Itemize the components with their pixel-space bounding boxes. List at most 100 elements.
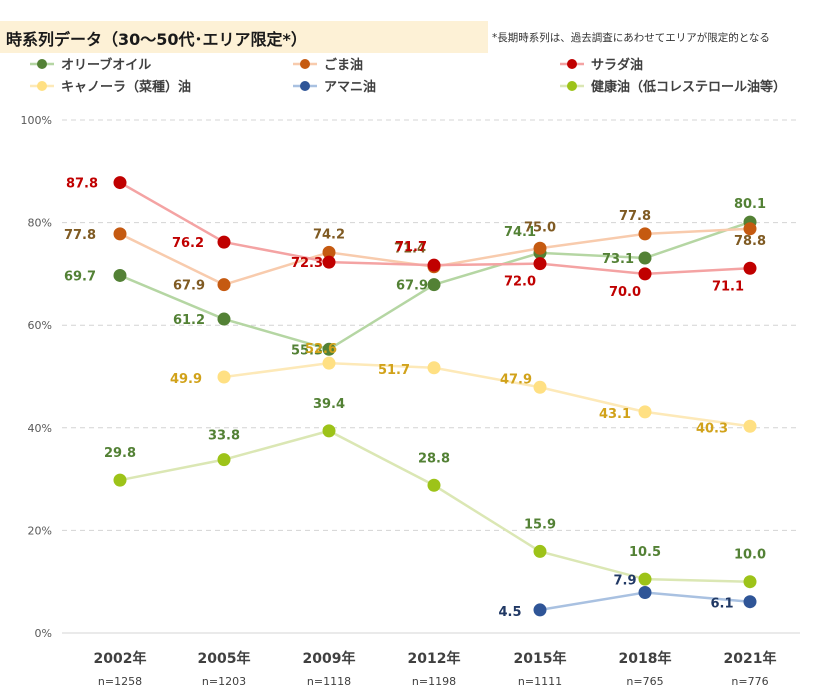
data-point <box>322 245 336 259</box>
data-point <box>743 419 757 433</box>
legend-label: 健康油（低コレステロール油等） <box>591 79 786 95</box>
sample-size-label: n=776 <box>731 675 768 688</box>
data-point <box>217 278 231 292</box>
data-point <box>638 585 652 599</box>
data-point <box>322 342 336 356</box>
data-point <box>113 227 127 241</box>
x-tick-label: 2002年 <box>94 650 147 667</box>
legend-label: ごま油 <box>324 57 363 73</box>
legend-label: オリーブオイル <box>61 57 151 73</box>
data-point <box>638 405 652 419</box>
sample-size-label: n=1203 <box>202 675 246 688</box>
data-point <box>638 251 652 265</box>
x-tick-label: 2009年 <box>303 650 356 667</box>
data-label: 78.8 <box>734 234 766 249</box>
data-point <box>638 572 652 586</box>
legend-marker <box>300 81 310 91</box>
data-point <box>638 267 652 281</box>
data-label: 29.8 <box>104 446 136 461</box>
y-tick-label: 0% <box>35 627 52 640</box>
y-tick-label: 60% <box>28 319 52 332</box>
data-label: 71.1 <box>712 279 744 294</box>
data-point <box>217 312 231 326</box>
data-label: 15.9 <box>524 517 556 532</box>
data-point <box>427 361 441 375</box>
legend-marker <box>567 59 577 69</box>
data-label: 49.9 <box>170 372 202 387</box>
data-label: 39.4 <box>313 397 345 412</box>
data-point <box>533 257 547 271</box>
data-point <box>533 380 547 394</box>
data-point <box>533 241 547 255</box>
data-point <box>113 176 127 190</box>
data-label: 47.9 <box>500 372 532 387</box>
data-point <box>113 268 127 282</box>
data-point <box>322 356 336 370</box>
data-label: 77.8 <box>64 228 96 243</box>
sample-size-label: n=1111 <box>518 675 562 688</box>
data-label: 10.0 <box>734 548 766 563</box>
legend-marker <box>567 81 577 91</box>
data-label: 40.3 <box>696 421 728 436</box>
data-point <box>427 478 441 492</box>
data-label: 43.1 <box>599 407 631 422</box>
data-label: 77.8 <box>619 209 651 224</box>
data-point <box>427 278 441 292</box>
data-label: 55.3 <box>291 343 323 358</box>
x-tick-label: 2021年 <box>724 650 777 667</box>
sample-size-label: n=765 <box>626 675 663 688</box>
data-point <box>217 235 231 249</box>
data-label: 73.1 <box>602 252 634 267</box>
data-label: 72.3 <box>291 256 323 271</box>
data-point <box>743 261 757 275</box>
data-point <box>743 222 757 236</box>
x-tick-label: 2005年 <box>198 650 251 667</box>
data-point <box>322 424 336 438</box>
legend-label: キャノーラ（菜種）油 <box>61 79 191 95</box>
x-tick-label: 2012年 <box>408 650 461 667</box>
data-label: 70.0 <box>609 285 641 300</box>
x-tick-label: 2018年 <box>619 650 672 667</box>
data-label: 67.9 <box>396 279 428 294</box>
data-label: 74.1 <box>504 225 536 240</box>
data-label: 75.0 <box>524 220 556 235</box>
footnote: *長期時系列は、過去調査にあわせてエリアが限定的となる <box>492 32 770 44</box>
data-point <box>638 227 652 241</box>
data-label: 74.2 <box>313 227 345 242</box>
sample-size-label: n=1258 <box>98 675 142 688</box>
legend-label: アマニ油 <box>324 79 376 95</box>
data-point <box>113 473 127 487</box>
data-label: 80.1 <box>734 197 766 212</box>
legend-label: サラダ油 <box>591 57 643 73</box>
data-label: 7.9 <box>613 573 636 588</box>
legend-marker <box>37 59 47 69</box>
data-label: 10.5 <box>629 545 661 560</box>
legend-marker <box>300 59 310 69</box>
x-tick-label: 2015年 <box>514 650 567 667</box>
data-label: 28.8 <box>418 451 450 466</box>
y-tick-label: 100% <box>21 114 52 127</box>
data-point <box>427 258 441 272</box>
data-point <box>743 595 757 609</box>
y-tick-label: 20% <box>28 524 52 537</box>
data-label: 76.2 <box>172 236 204 251</box>
y-tick-label: 40% <box>28 422 52 435</box>
data-label: 61.2 <box>173 313 205 328</box>
title-bar <box>0 21 488 53</box>
data-point <box>533 544 547 558</box>
data-point <box>217 453 231 467</box>
data-label: 87.8 <box>66 177 98 192</box>
data-label: 51.7 <box>378 363 410 378</box>
data-label: 33.8 <box>208 429 240 444</box>
data-point <box>217 370 231 384</box>
data-label: 4.5 <box>498 605 521 620</box>
sample-size-label: n=1198 <box>412 675 456 688</box>
data-label: 71.7 <box>395 240 427 255</box>
legend-marker <box>37 81 47 91</box>
data-label: 6.1 <box>710 597 733 612</box>
data-label: 67.9 <box>173 279 205 294</box>
chart-title: 時系列データ（30～50代･エリア限定*） <box>6 30 307 49</box>
data-label: 71.4 <box>394 242 426 257</box>
data-label: 72.0 <box>504 275 536 290</box>
